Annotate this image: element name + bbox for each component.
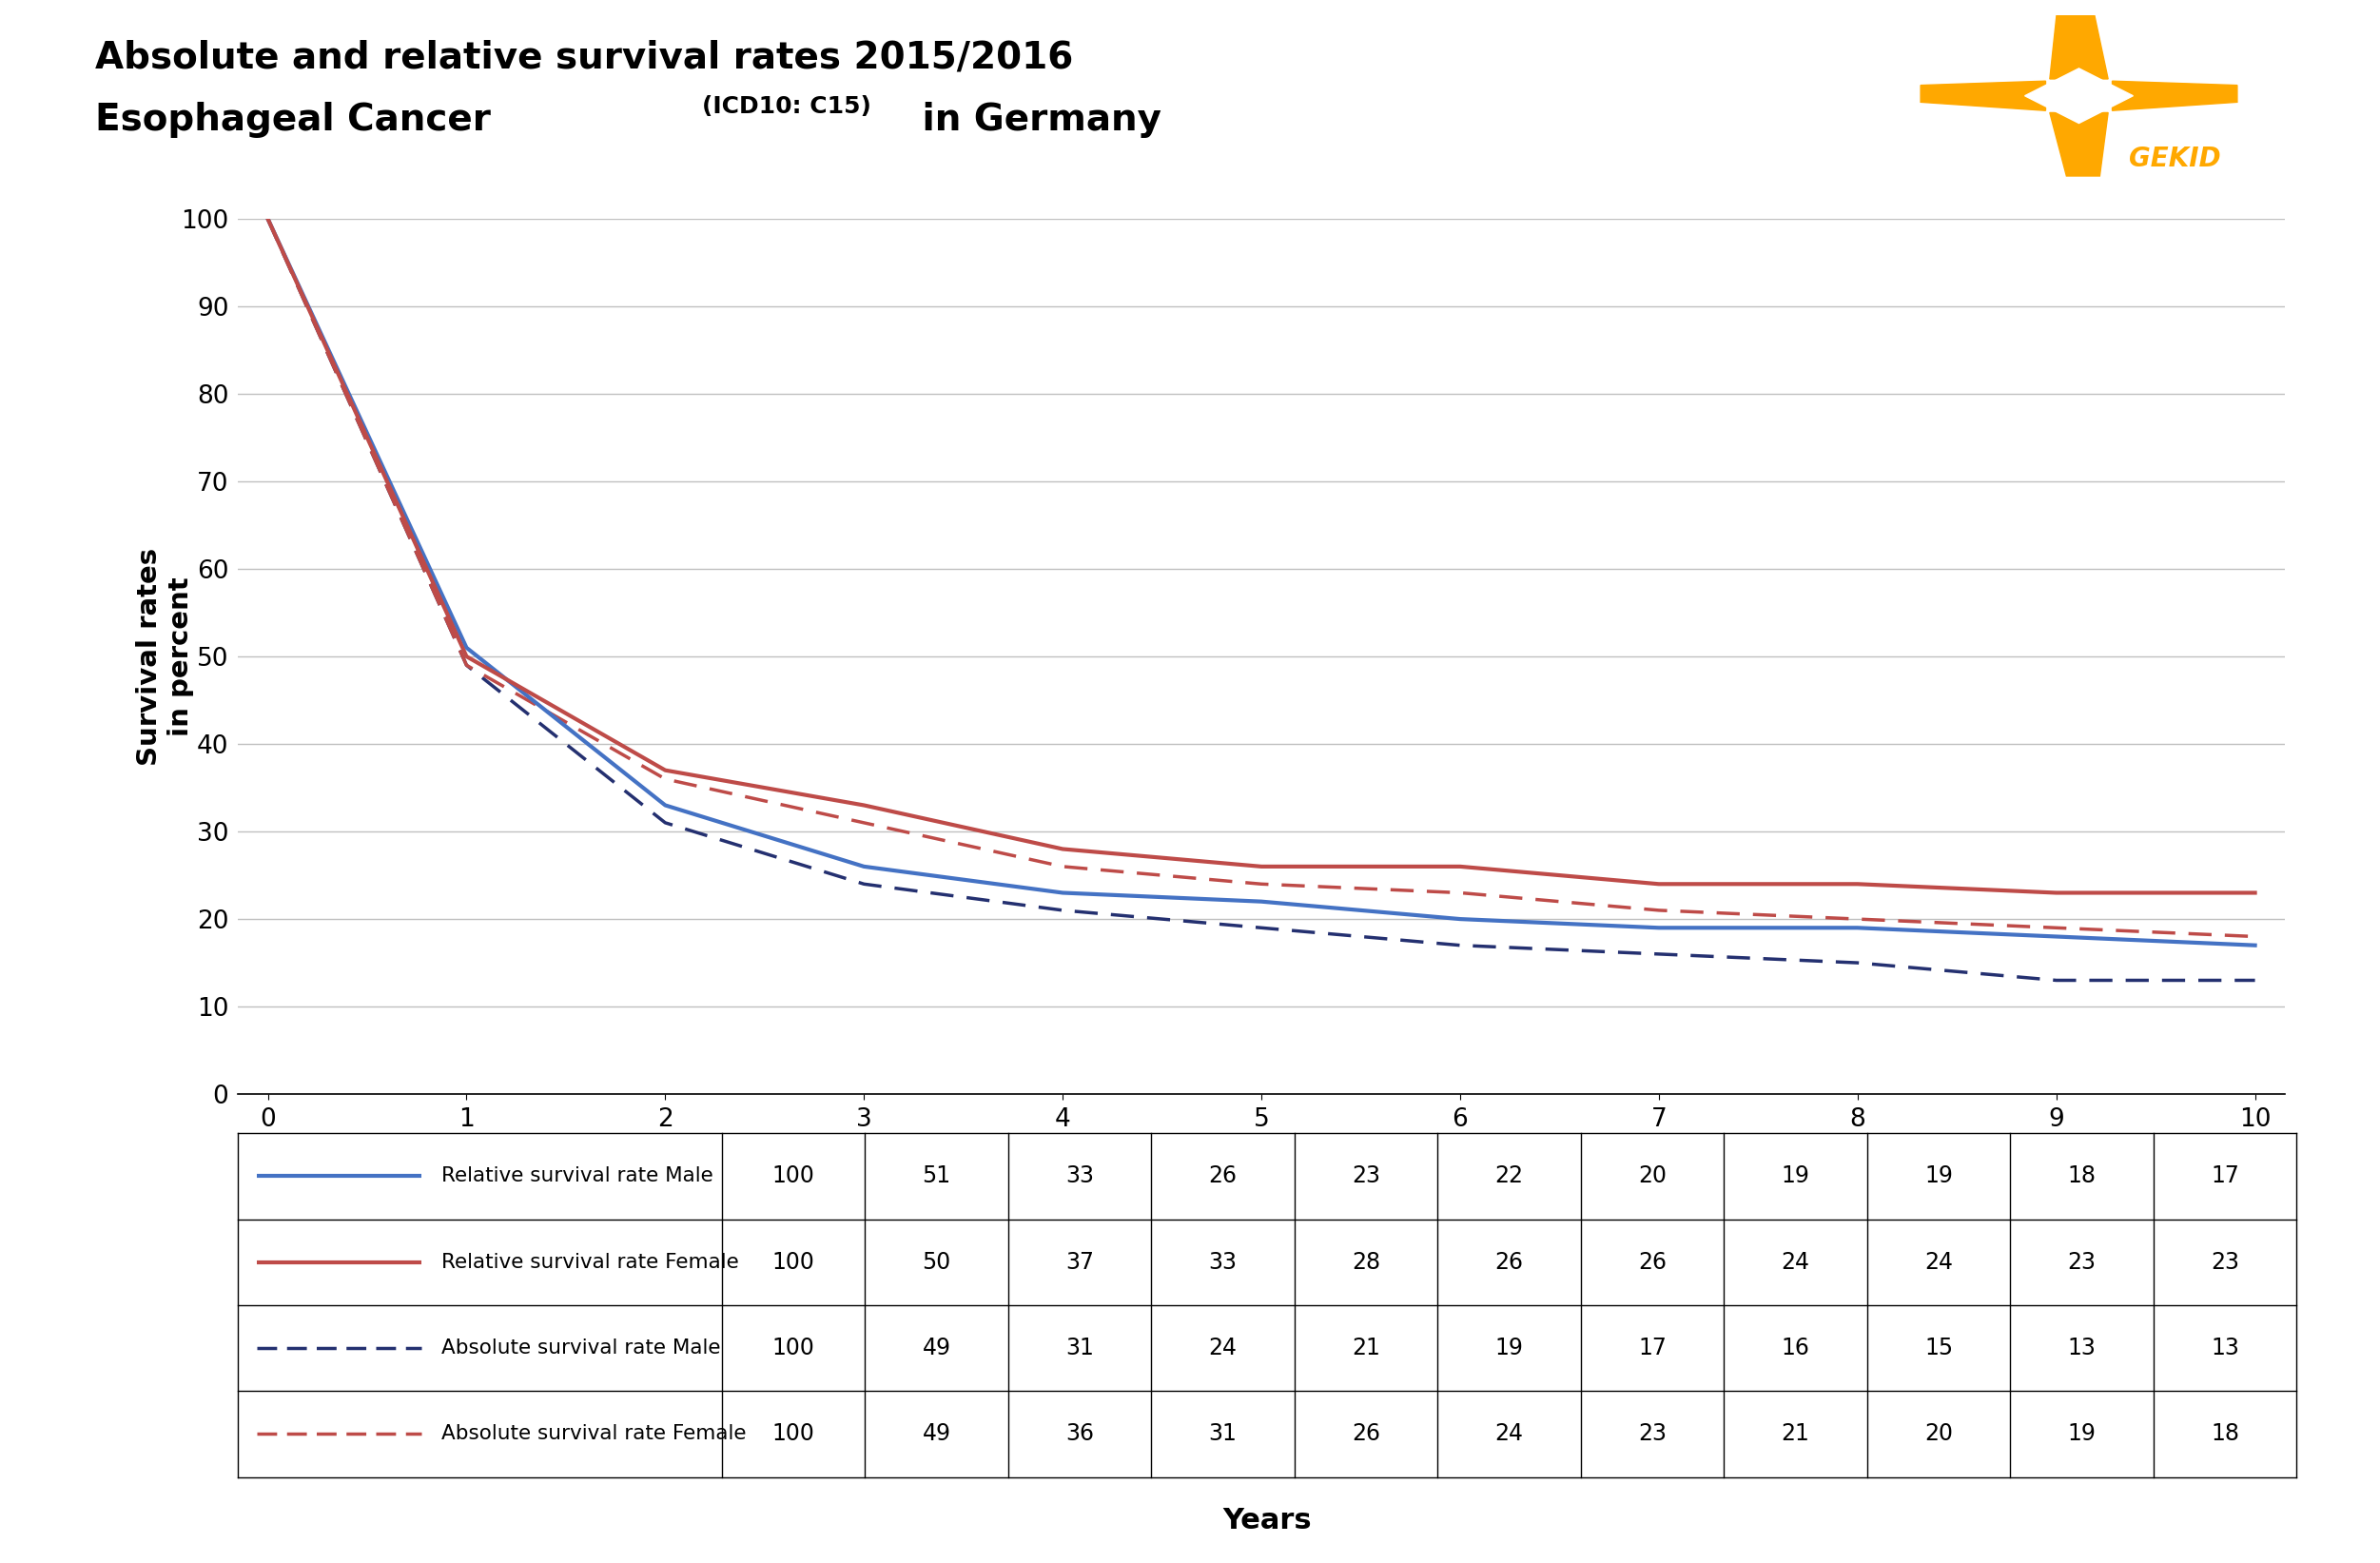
Text: Absolute and relative survival rates 2015/2016: Absolute and relative survival rates 201… — [95, 39, 1073, 75]
Text: 24: 24 — [1780, 1250, 1809, 1274]
Text: in Germany: in Germany — [909, 102, 1161, 138]
Text: Esophageal Cancer: Esophageal Cancer — [95, 102, 505, 138]
Text: 31: 31 — [1066, 1336, 1095, 1360]
Text: 100: 100 — [771, 1422, 814, 1446]
Text: 26: 26 — [1352, 1422, 1380, 1446]
Text: 26: 26 — [1637, 1250, 1666, 1274]
Text: 24: 24 — [1495, 1422, 1523, 1446]
Text: 24: 24 — [1209, 1336, 1238, 1360]
Text: Relative survival rate Female: Relative survival rate Female — [440, 1252, 738, 1272]
Text: 19: 19 — [1925, 1164, 1954, 1188]
Text: 19: 19 — [1780, 1164, 1809, 1188]
Text: 36: 36 — [1066, 1422, 1095, 1446]
Text: 23: 23 — [1352, 1164, 1380, 1188]
Text: 18: 18 — [2068, 1164, 2097, 1188]
Polygon shape — [2049, 2, 2109, 80]
Text: 33: 33 — [1209, 1250, 1238, 1274]
Polygon shape — [2049, 113, 2109, 177]
Text: 13: 13 — [2211, 1336, 2240, 1360]
Text: Absolute survival rate Female: Absolute survival rate Female — [440, 1424, 745, 1444]
Text: 19: 19 — [1495, 1336, 1523, 1360]
Text: 26: 26 — [1209, 1164, 1238, 1188]
Text: 13: 13 — [2068, 1336, 2097, 1360]
Y-axis label: Survival rates
in percent: Survival rates in percent — [136, 547, 193, 766]
Text: 51: 51 — [921, 1164, 952, 1188]
Text: 100: 100 — [771, 1250, 814, 1274]
Text: Years: Years — [1223, 1507, 1311, 1535]
Text: 21: 21 — [1352, 1336, 1380, 1360]
Text: 15: 15 — [1925, 1336, 1954, 1360]
Text: 100: 100 — [771, 1336, 814, 1360]
Text: 37: 37 — [1066, 1250, 1095, 1274]
Text: 17: 17 — [1637, 1336, 1666, 1360]
Text: 49: 49 — [923, 1336, 952, 1360]
Text: 23: 23 — [2068, 1250, 2097, 1274]
Text: 21: 21 — [1780, 1422, 1809, 1446]
Text: 18: 18 — [2211, 1422, 2240, 1446]
Text: 100: 100 — [771, 1164, 814, 1188]
Polygon shape — [2113, 81, 2237, 111]
Text: 50: 50 — [921, 1250, 952, 1274]
Text: Absolute survival rate Male: Absolute survival rate Male — [440, 1338, 721, 1358]
Text: 20: 20 — [1925, 1422, 1954, 1446]
Text: GEKID: GEKID — [2130, 145, 2221, 172]
Text: 16: 16 — [1780, 1336, 1809, 1360]
Text: 28: 28 — [1352, 1250, 1380, 1274]
Text: 24: 24 — [1925, 1250, 1954, 1274]
Text: 26: 26 — [1495, 1250, 1523, 1274]
Text: 33: 33 — [1066, 1164, 1095, 1188]
Text: (ICD10: C15): (ICD10: C15) — [702, 95, 871, 119]
Polygon shape — [2025, 69, 2132, 123]
Text: 19: 19 — [2068, 1422, 2097, 1446]
Text: 31: 31 — [1209, 1422, 1238, 1446]
Text: 22: 22 — [1495, 1164, 1523, 1188]
Text: 23: 23 — [2211, 1250, 2240, 1274]
Polygon shape — [1921, 81, 2047, 111]
Text: 49: 49 — [923, 1422, 952, 1446]
Text: Relative survival rate Male: Relative survival rate Male — [440, 1166, 714, 1186]
Text: 23: 23 — [1637, 1422, 1666, 1446]
Text: 20: 20 — [1637, 1164, 1666, 1188]
Text: 17: 17 — [2211, 1164, 2240, 1188]
